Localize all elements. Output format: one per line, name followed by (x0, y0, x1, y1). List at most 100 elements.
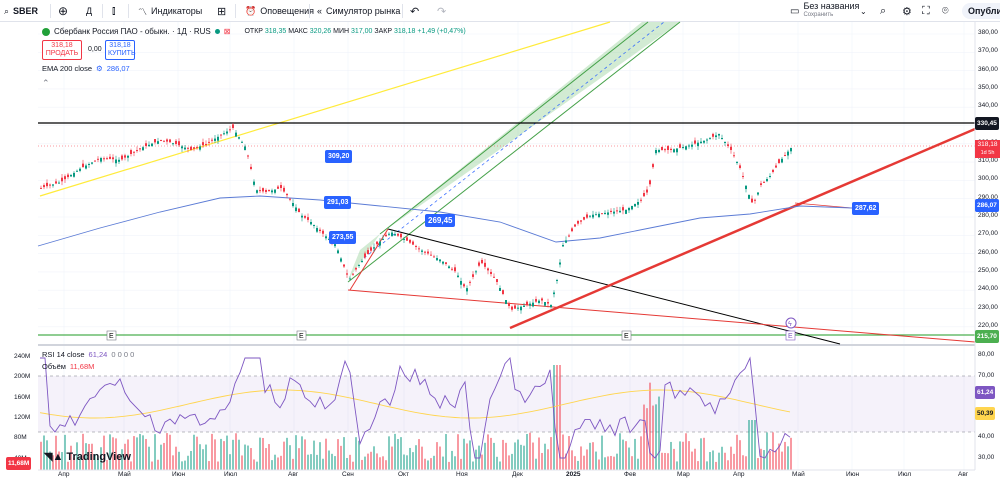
candles-icon[interactable]: ⫾ (112, 4, 116, 17)
annotation-label[interactable]: 273,55 (329, 231, 357, 244)
camera-icon[interactable]: ⌾ (942, 4, 949, 17)
compare-plus-icon[interactable]: ⊕ (58, 4, 69, 18)
indicators-button[interactable]: 〽 Индикаторы (138, 0, 202, 22)
candle-body (166, 139, 168, 142)
undo-icon[interactable]: ↶ (410, 5, 420, 18)
volume-bar (286, 437, 288, 470)
candle-body (514, 305, 516, 309)
settings-gear-icon[interactable]: ⚙ (902, 5, 912, 18)
volume-bar (727, 460, 729, 470)
volume-bar (694, 448, 696, 470)
time-tick: Апр (733, 471, 745, 478)
volume-bar (73, 457, 75, 470)
symbol-title[interactable]: Сбербанк Россия ПАО - обыкн. · 1Д · RUS (54, 27, 211, 36)
candle-body (184, 147, 186, 150)
ema-settings-icon[interactable]: ⚙ (96, 64, 103, 73)
candle-body (730, 146, 732, 150)
candle-body (52, 184, 54, 186)
price-tick: 270,00 (978, 230, 998, 238)
candle-body (661, 146, 663, 150)
buy-button[interactable]: 318,18 КУПИТЬ (105, 40, 136, 60)
candle-body (442, 261, 444, 264)
quick-search-icon[interactable]: ⌕ (880, 4, 887, 17)
rsi-extra: 0 0 0 0 (111, 350, 135, 359)
annotation-label[interactable]: 287,62 (852, 202, 880, 215)
volume-bar (220, 438, 222, 470)
red-descending-line (347, 289, 976, 343)
support-price-tag: 215,70 (975, 330, 999, 343)
tradingview-logo[interactable]: ◥▲ TradingView (44, 450, 131, 464)
volume-bar (532, 442, 534, 470)
volume-bar (205, 444, 207, 470)
fullscreen-icon[interactable]: ⛶ (922, 4, 930, 17)
earnings-marker (621, 330, 632, 341)
replay-button[interactable]: « Симулятор рынка (317, 0, 400, 22)
time-tick: Май (118, 471, 131, 478)
candle-body (511, 306, 513, 310)
volume-bar (94, 454, 96, 470)
redo-icon[interactable]: ↷ (437, 5, 447, 18)
alerts-button[interactable]: ⏰ Оповещения (245, 0, 314, 22)
symbol-label: SBER (13, 6, 39, 16)
candle-body (751, 198, 753, 203)
earnings-markers: E E E E ϟ (106, 317, 797, 341)
layout-name-button[interactable]: ▭ Без названия Сохранить (790, 0, 859, 22)
volume-bar (757, 458, 759, 470)
chart-grid (38, 22, 975, 470)
volume-bar (640, 436, 642, 470)
candle-body (412, 241, 414, 245)
ema-legend[interactable]: EMA 200 close ⚙ 286,07 (42, 64, 130, 73)
volume-bar (703, 437, 705, 470)
legend-close-icon[interactable]: ⊠ (223, 27, 231, 36)
candle-body (403, 238, 405, 240)
volume-bar (556, 365, 558, 470)
rsi-legend[interactable]: RSI 14 close 61,24 0 0 0 0 (42, 350, 134, 359)
volume-bar (451, 450, 453, 470)
volume-bar (289, 445, 291, 470)
volume-bar (460, 458, 462, 470)
volume-bar (382, 456, 384, 470)
volume-bar (568, 436, 570, 470)
volume-bar (241, 455, 243, 470)
candle-body (445, 262, 447, 264)
volume-bar (127, 439, 129, 470)
high-value: 320,26 (309, 28, 332, 35)
price-tick: 310,00 (978, 157, 998, 165)
volume-bar (331, 453, 333, 470)
sell-button[interactable]: 318,18 ПРОДАТЬ (42, 40, 82, 60)
candle-body (304, 216, 306, 218)
symbol-search[interactable]: ⌕ SBER (4, 0, 38, 22)
candle-body (82, 163, 84, 167)
candle-body (316, 228, 318, 232)
candle-body (235, 132, 237, 137)
candle-body (154, 139, 156, 143)
annotation-label[interactable]: 309,20 (325, 150, 353, 163)
publish-button[interactable]: Опубликовать (962, 0, 1000, 22)
chevron-down-icon[interactable]: ⌄ (860, 6, 867, 16)
candle-body (619, 210, 621, 213)
volume-bar (391, 446, 393, 470)
volume-bar (253, 459, 255, 470)
candle-body (655, 150, 657, 154)
candle-body (766, 179, 768, 182)
candle-body (103, 158, 105, 160)
candle-body (361, 260, 363, 263)
volume-bar (496, 456, 498, 470)
volume-bar (472, 461, 474, 470)
lightning-event-icon (785, 317, 797, 329)
interval-button[interactable]: Д (86, 6, 93, 16)
candle-body (673, 149, 675, 153)
volume-bar (469, 440, 471, 470)
red-pointer-line (794, 202, 853, 209)
candle-body (367, 250, 369, 255)
annotation-label[interactable]: 291,03 (324, 196, 352, 209)
annotation-label[interactable]: 269,45 (425, 214, 456, 227)
candle-body (118, 159, 120, 162)
candle-body (49, 184, 51, 186)
volume-bar (100, 447, 102, 470)
collapse-legend-icon[interactable]: ⌃ (42, 78, 50, 88)
templates-grid-icon[interactable]: ⊞ (217, 5, 227, 18)
volume-legend[interactable]: Объём 11,68M (42, 362, 94, 371)
candle-body (241, 141, 243, 143)
